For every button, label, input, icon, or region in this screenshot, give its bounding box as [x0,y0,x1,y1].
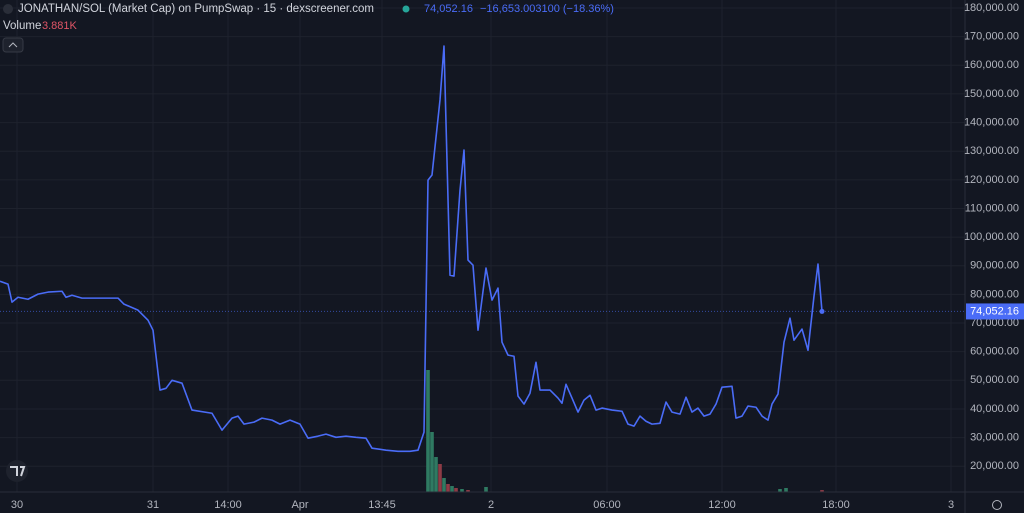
x-tick-label: 2 [488,499,494,511]
x-tick-label: 18:00 [822,499,850,511]
volume-bars [426,370,824,492]
price-line [0,45,823,453]
volume-bar [446,484,450,492]
volume-bar [460,489,464,492]
volume-bar [442,478,446,492]
y-tick-label: 40,000.00 [970,403,1019,415]
y-tick-label: 180,000.00 [964,2,1019,14]
y-tick-label: 140,000.00 [964,116,1019,128]
x-tick-label: 13:45 [368,499,396,511]
volume-bar [438,464,442,492]
x-tick-label: 06:00 [593,499,621,511]
volume-bar [484,487,488,492]
axes: 20,000.00 30,000.00 40,000.00 50,000.00 60,0… [11,2,1024,511]
y-tick-label: 20,000.00 [970,460,1019,472]
x-tick-label: 14:00 [214,499,242,511]
volume-bar [466,490,470,492]
y-tick-label: 120,000.00 [964,174,1019,186]
collapse-button[interactable] [2,37,24,53]
y-tick-label: 50,000.00 [970,374,1019,386]
y-tick-label: 90,000.00 [970,260,1019,272]
x-tick-label: 12:00 [708,499,736,511]
y-tick-label: 60,000.00 [970,346,1019,358]
volume-bar [434,457,438,492]
x-tick-label: 30 [11,499,23,511]
volume-bar [450,486,454,492]
y-tick-label: 160,000.00 [964,59,1019,71]
y-tick-label: 110,000.00 [965,202,1019,214]
last-price-tag-label: 74,052.16 [970,305,1019,317]
symbol-icon [3,4,13,14]
last-price-tag [966,303,1024,320]
x-tick-label: 3 [948,499,954,511]
volume-bar [784,488,788,492]
settings-icon[interactable] [992,500,1002,510]
last-point [819,308,825,314]
tv-logo-mark [10,466,26,477]
y-tick-label: 80,000.00 [970,288,1019,300]
y-tick-label: 170,000.00 [964,31,1019,43]
volume-bar [820,490,824,492]
y-tick-label: 100,000.00 [964,231,1019,243]
grid [0,0,965,492]
y-tick-label: 130,000.00 [964,145,1019,157]
plot [0,45,965,453]
volume-last: 3.881K [42,20,78,32]
collapse-icon [8,42,18,48]
y-tick-label: 150,000.00 [964,88,1019,100]
volume-bar [454,488,458,492]
volume-bar [426,370,430,492]
volume-bar [778,489,782,492]
status-dot [402,5,410,13]
y-tick-label: 30,000.00 [970,431,1019,443]
y-tick-label: 70,000.00 [970,317,1019,329]
volume-bar [430,432,434,492]
price-change: −16,653.003100 (−18.36%) [480,3,614,15]
x-tick-label: 31 [147,499,159,511]
x-tick-label: Apr [291,499,308,511]
chart-title: JONATHAN/SOL (Market Cap) on PumpSwap · … [18,3,374,15]
last-price: 74,052.16 [424,3,473,15]
volume-label: Volume [3,20,41,32]
